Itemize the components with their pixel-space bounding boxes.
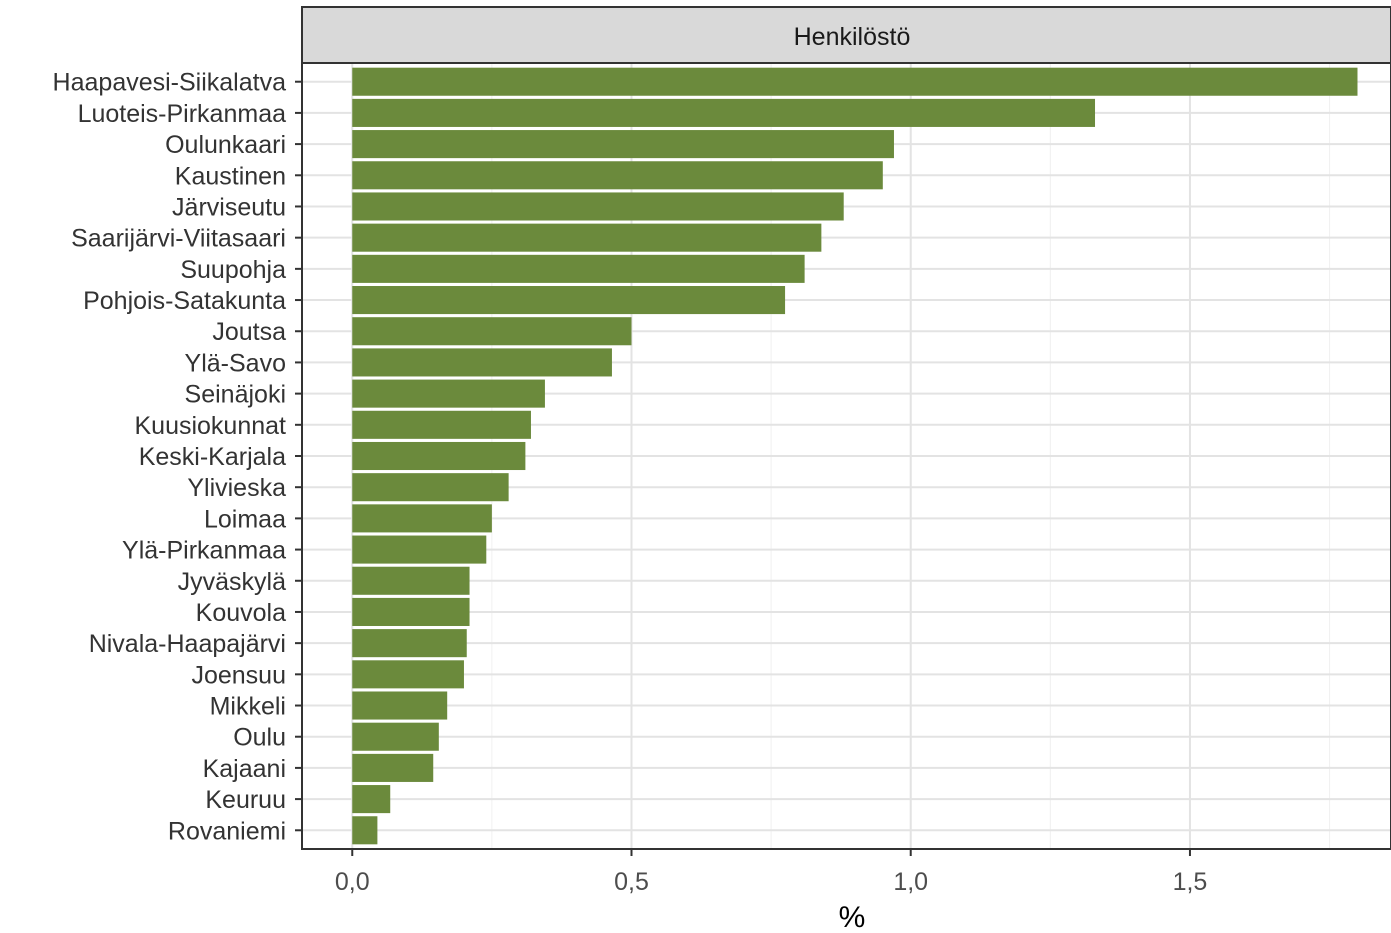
category-label: Ylä-Pirkanmaa: [122, 537, 286, 565]
bar: [352, 722, 439, 751]
category-label: Oulunkaari: [165, 131, 286, 159]
bar: [352, 130, 894, 159]
category-label: Keuruu: [205, 786, 286, 814]
bar: [352, 785, 391, 814]
bar: [352, 597, 470, 626]
bar: [352, 566, 470, 595]
category-label: Kajaani: [203, 755, 286, 783]
bar: [352, 660, 464, 689]
category-label: Haapavesi-Siikalatva: [53, 69, 287, 97]
bar: [352, 379, 545, 408]
bar: [352, 691, 448, 720]
x-tick-label: 1,0: [893, 868, 928, 896]
category-label: Seinäjoki: [185, 381, 286, 409]
category-label: Nivala-Haapajärvi: [89, 630, 286, 658]
y-axis-ticks: Haapavesi-Siikalatva Luoteis-Pirkanmaa Oul…: [53, 69, 302, 845]
facet-strip: [301, 6, 1391, 64]
category-label: Oulu: [233, 724, 286, 752]
category-label: Kuusiokunnat: [134, 412, 286, 440]
category-label: Ylä-Savo: [185, 349, 286, 377]
category-label: Ylivieska: [187, 474, 286, 502]
category-label: Suupohja: [180, 256, 286, 284]
category-label: Kaustinen: [175, 162, 286, 190]
category-label: Luoteis-Pirkanmaa: [78, 100, 287, 128]
bar: [352, 629, 467, 658]
bar: [352, 504, 492, 533]
bar: [352, 473, 509, 502]
category-label: Saarijärvi-Viitasaari: [71, 225, 286, 253]
category-label: Joutsa: [212, 318, 286, 346]
bar: [352, 67, 1358, 96]
category-label: Järviseutu: [172, 193, 286, 221]
x-tick-label: 0,5: [614, 868, 649, 896]
category-label: Pohjois-Satakunta: [83, 287, 286, 315]
category-label: Loimaa: [204, 505, 286, 533]
category-label: Joensuu: [191, 661, 286, 689]
panel-border: [301, 62, 1391, 850]
x-tick-label: 0,0: [335, 868, 370, 896]
bar: [352, 192, 844, 221]
category-label: Mikkeli: [210, 693, 286, 721]
category-label: Jyväskylä: [178, 568, 286, 596]
x-axis-ticks: 0,0 0,5 1,0 1,5: [335, 849, 1207, 896]
bars: [352, 67, 1358, 845]
bar: [352, 410, 531, 439]
bar: [352, 348, 612, 377]
bar: [352, 317, 632, 346]
bar: [352, 286, 786, 315]
category-label: Kouvola: [196, 599, 286, 627]
bar: [352, 816, 378, 845]
bar: [352, 223, 822, 252]
bar: [352, 535, 487, 564]
x-axis-title: %: [839, 901, 866, 933]
bar: [352, 98, 1096, 127]
bar: [352, 753, 434, 782]
x-tick-label: 1,5: [1173, 868, 1208, 896]
category-label: Keski-Karjala: [139, 443, 286, 471]
bar: [352, 254, 805, 283]
category-label: Rovaniemi: [168, 817, 286, 845]
facet-title: Henkilöstö: [794, 23, 911, 51]
bar: [352, 441, 526, 471]
bar: [352, 161, 883, 190]
